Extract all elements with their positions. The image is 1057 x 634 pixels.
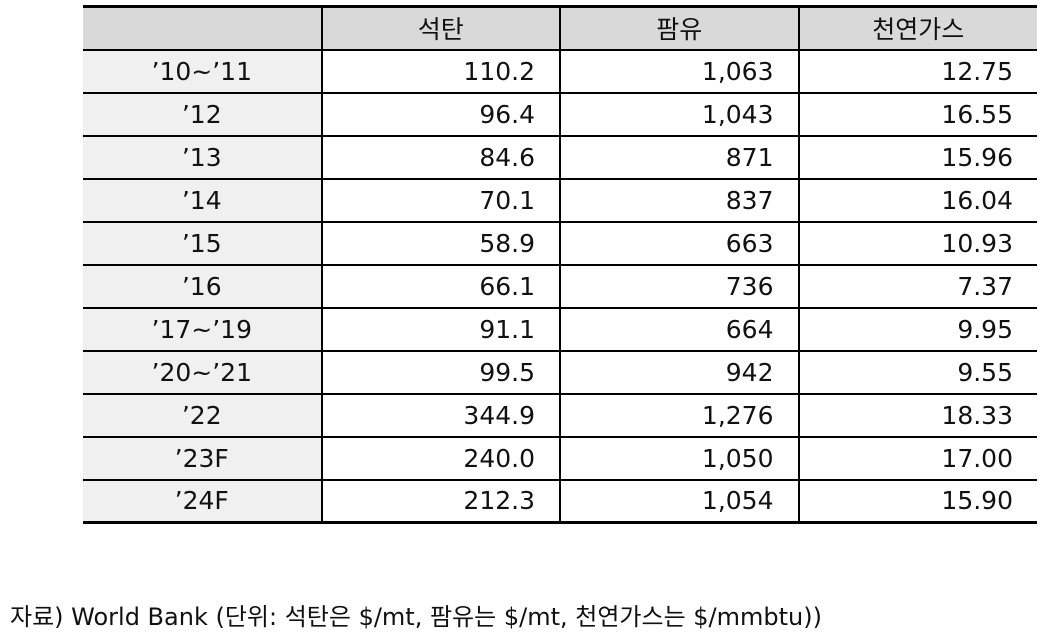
table-cell: 1,043 [559, 91, 800, 137]
table-cell: 84.6 [320, 134, 561, 180]
table-row: ’23F 240.0 1,050 17.00 [83, 435, 1037, 481]
table-cell: 837 [559, 177, 800, 223]
table-cell: 12.75 [797, 48, 1037, 94]
row-label: ’23F [83, 435, 323, 481]
row-label: ’13 [83, 134, 323, 180]
table-cell: 10.93 [797, 220, 1037, 266]
table-cell: 15.90 [797, 478, 1037, 524]
table-cell: 15.96 [797, 134, 1037, 180]
row-label: ’15 [83, 220, 323, 266]
table-cell: 9.95 [797, 306, 1037, 352]
table-row: ’20~’21 99.5 942 9.55 [83, 349, 1037, 395]
table-cell: 99.5 [320, 349, 561, 395]
source-note: 자료) World Bank (단위: 석탄은 $/mt, 팜유는 $/mt, … [10, 603, 822, 631]
table-row: ’12 96.4 1,043 16.55 [83, 91, 1037, 137]
table-row: ’17~’19 91.1 664 9.95 [83, 306, 1037, 352]
table-row: ’15 58.9 663 10.93 [83, 220, 1037, 266]
table-cell: 66.1 [320, 263, 561, 309]
table-cell: 240.0 [320, 435, 561, 481]
table-header: 석탄 팜유 천연가스 [83, 5, 1037, 51]
table-body: ’10~’11 110.2 1,063 12.75’12 96.4 1,043 16.55’… [83, 48, 1037, 524]
table-cell: 58.9 [320, 220, 561, 266]
table-cell: 212.3 [320, 478, 561, 524]
table-cell: 344.9 [320, 392, 561, 438]
table-cell: 17.00 [797, 435, 1037, 481]
table-cell: 96.4 [320, 91, 561, 137]
table-cell: 664 [559, 306, 800, 352]
row-label: ’24F [83, 478, 323, 524]
table-row: ’10~’11 110.2 1,063 12.75 [83, 48, 1037, 94]
table-cell: 7.37 [797, 263, 1037, 309]
table-row: ’16 66.1 736 7.37 [83, 263, 1037, 309]
table-cell: 663 [559, 220, 800, 266]
table-cell: 16.55 [797, 91, 1037, 137]
table-row: ’24F 212.3 1,054 15.90 [83, 478, 1037, 524]
table-cell: 1,276 [559, 392, 800, 438]
table-cell: 110.2 [320, 48, 561, 94]
table-cell: 91.1 [320, 306, 561, 352]
table-cell: 1,063 [559, 48, 800, 94]
table-cell: 70.1 [320, 177, 561, 223]
table-cell: 736 [559, 263, 800, 309]
table-row: ’22 344.9 1,276 18.33 [83, 392, 1037, 438]
header-row: 석탄 팜유 천연가스 [83, 5, 1037, 51]
table-row: ’13 84.6 871 15.96 [83, 134, 1037, 180]
table-cell: 942 [559, 349, 800, 395]
row-label: ’20~’21 [83, 349, 323, 395]
table-cell: 9.55 [797, 349, 1037, 395]
header-cell: 석탄 [320, 5, 561, 51]
data-table: 석탄 팜유 천연가스 ’10~’11 110.2 1,063 12.75’12 96.4 1,… [83, 5, 1037, 524]
row-label: ’16 [83, 263, 323, 309]
table-cell: 871 [559, 134, 800, 180]
table-cell: 18.33 [797, 392, 1037, 438]
row-label: ’14 [83, 177, 323, 223]
header-cell [83, 5, 323, 51]
table-cell: 1,054 [559, 478, 800, 524]
row-label: ’17~’19 [83, 306, 323, 352]
table-cell: 1,050 [559, 435, 800, 481]
row-label: ’10~’11 [83, 48, 323, 94]
row-label: ’12 [83, 91, 323, 137]
table-cell: 16.04 [797, 177, 1037, 223]
header-cell: 천연가스 [797, 5, 1037, 51]
table-row: ’14 70.1 837 16.04 [83, 177, 1037, 223]
row-label: ’22 [83, 392, 323, 438]
header-cell: 팜유 [559, 5, 800, 51]
